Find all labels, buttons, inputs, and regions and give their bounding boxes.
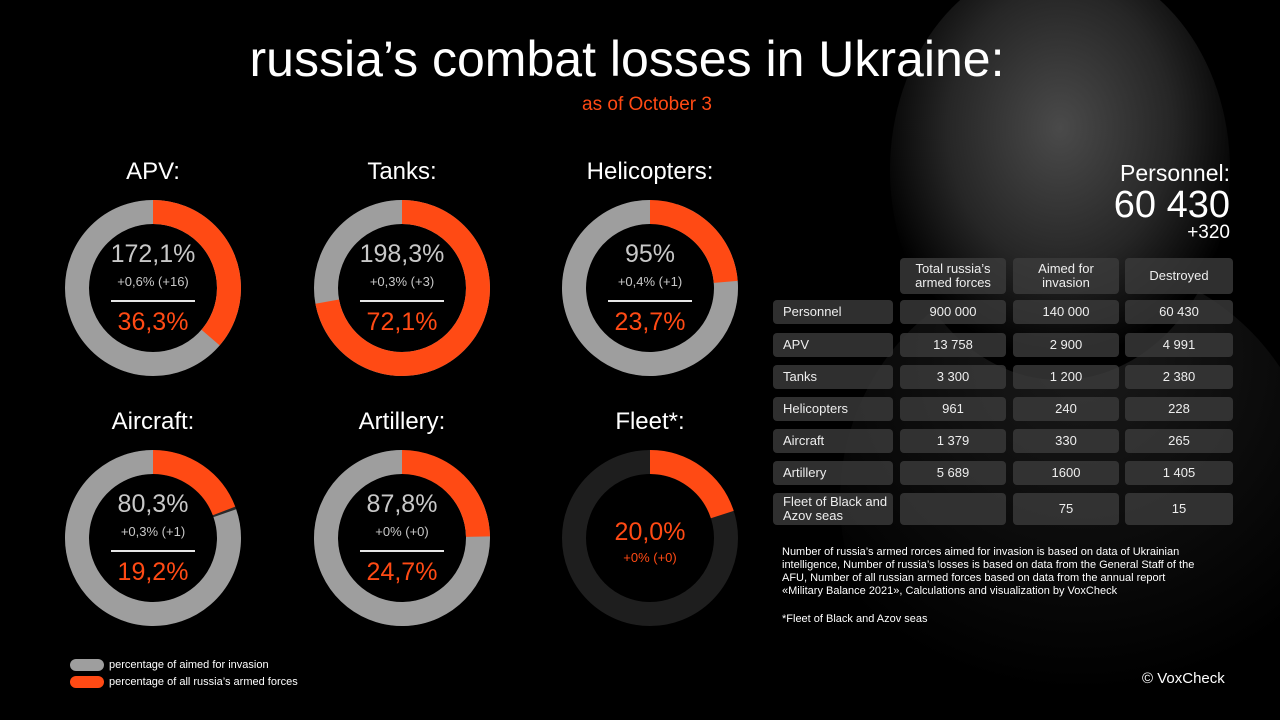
row-label: Artillery	[773, 461, 893, 485]
donut-ring	[562, 200, 738, 376]
cell-aimed: 140 000	[1013, 300, 1119, 324]
donut-title: Helicopters:	[586, 158, 714, 185]
page-subtitle: as of October 3	[582, 94, 712, 115]
all-forces-percent: 23,7%	[614, 308, 686, 336]
page-title: russia’s combat losses in Ukraine:	[249, 31, 1005, 87]
all-forces-arc	[65, 450, 241, 626]
legend-label: percentage of aimed for invasion	[109, 658, 269, 671]
personnel-label: Personnel:	[1120, 160, 1230, 186]
aimed-percent: 198,3%	[359, 240, 445, 268]
all-forces-percent: 72,1%	[366, 308, 438, 336]
donut-title: Artillery:	[358, 408, 446, 435]
donut-chart: Artillery: 87,8% +0% (+0) 24,7%	[312, 408, 492, 638]
aimed-percent: 87,8%	[366, 490, 438, 518]
donut-ring	[314, 200, 490, 376]
legend-item: percentage of all russia’s armed forces	[70, 673, 298, 690]
donut-chart: APV: 172,1% +0,6% (+16) 36,3%	[63, 158, 243, 388]
personnel-value: 60 430	[1113, 184, 1230, 226]
cell-total	[900, 493, 1006, 525]
row-label: APV	[773, 333, 893, 357]
cell-destroyed: 60 430	[1125, 300, 1233, 324]
cell-total: 1 379	[900, 429, 1006, 453]
all-forces-arc	[65, 200, 241, 376]
legend-item: percentage of aimed for invasion	[70, 656, 298, 673]
donut-ring	[65, 450, 241, 626]
footnote: *Fleet of Black and Azov seas	[782, 613, 928, 625]
personnel-delta: +320	[1187, 222, 1230, 243]
donut-ring	[65, 200, 241, 376]
divider	[360, 300, 444, 302]
aimed-percent: 172,1%	[110, 240, 196, 268]
legend-swatch	[70, 675, 104, 688]
cell-destroyed: 1 405	[1125, 461, 1233, 485]
cell-destroyed: 228	[1125, 397, 1233, 421]
copyright: © VoxCheck	[1142, 670, 1225, 687]
all-forces-arc	[562, 200, 738, 376]
all-forces-percent: 19,2%	[117, 558, 189, 586]
all-forces-percent: 20,0%	[614, 518, 686, 546]
legend-swatch	[70, 658, 104, 671]
row-label: Personnel	[773, 300, 893, 324]
aimed-arc	[65, 450, 241, 626]
table-header: Aimed for invasion	[1013, 258, 1119, 294]
cell-total: 900 000	[900, 300, 1006, 324]
all-forces-arc	[562, 450, 738, 626]
aimed-percent: 80,3%	[117, 490, 189, 518]
legend: percentage of aimed for invasion percent…	[70, 656, 298, 690]
donut-chart: Helicopters: 95% +0,4% (+1) 23,7%	[560, 158, 740, 388]
cell-total: 13 758	[900, 333, 1006, 357]
cell-aimed: 1600	[1013, 461, 1119, 485]
donut-ring	[562, 450, 738, 626]
row-label: Tanks	[773, 365, 893, 389]
aimed-delta: +0,3% (+1)	[120, 524, 186, 539]
cell-destroyed: 265	[1125, 429, 1233, 453]
aimed-delta: +0,4% (+1)	[617, 274, 683, 289]
divider	[360, 550, 444, 552]
aimed-delta: +0% (+0)	[375, 524, 429, 539]
source-note: Number of russia’s armed rorces aimed fo…	[782, 546, 1195, 597]
divider	[111, 300, 195, 302]
row-label: Fleet of Black and Azov seas	[773, 493, 893, 525]
donut-title: APV:	[126, 158, 180, 185]
donut-title: Fleet*:	[615, 408, 685, 435]
donut-title: Aircraft:	[111, 408, 195, 435]
personnel-summary: Personnel: 60 430 +320	[1114, 160, 1230, 243]
table-header: Total russia’s armed forces	[900, 258, 1006, 294]
aimed-delta: +0,3% (+3)	[369, 274, 435, 289]
cell-total: 961	[900, 397, 1006, 421]
all-forces-percent: 36,3%	[117, 308, 189, 336]
cell-destroyed: 15	[1125, 493, 1233, 525]
cell-aimed: 240	[1013, 397, 1119, 421]
donut-ring	[314, 450, 490, 626]
aimed-delta: +0,6% (+16)	[117, 274, 189, 289]
donut-chart: Tanks: 198,3% +0,3% (+3) 72,1%	[312, 158, 492, 388]
cell-aimed: 330	[1013, 429, 1119, 453]
cell-total: 5 689	[900, 461, 1006, 485]
legend-label: percentage of all russia’s armed forces	[109, 675, 298, 688]
cell-aimed: 2 900	[1013, 333, 1119, 357]
all-forces-arc	[314, 200, 490, 376]
row-label: Helicopters	[773, 397, 893, 421]
all-forces-arc	[314, 450, 490, 626]
divider	[608, 300, 692, 302]
divider	[111, 550, 195, 552]
cell-destroyed: 4 991	[1125, 333, 1233, 357]
cell-destroyed: 2 380	[1125, 365, 1233, 389]
aimed-percent: 95%	[624, 240, 676, 268]
all-forces-percent: 24,7%	[366, 558, 438, 586]
cell-aimed: 75	[1013, 493, 1119, 525]
table-header: Destroyed	[1125, 258, 1233, 294]
row-label: Aircraft	[773, 429, 893, 453]
donut-title: Tanks:	[367, 158, 437, 185]
cell-aimed: 1 200	[1013, 365, 1119, 389]
cell-total: 3 300	[900, 365, 1006, 389]
all-forces-delta: +0% (+0)	[623, 550, 677, 565]
donut-chart: Aircraft: 80,3% +0,3% (+1) 19,2%	[63, 408, 243, 638]
donut-chart: Fleet*: 20,0% +0% (+0)	[560, 408, 740, 638]
